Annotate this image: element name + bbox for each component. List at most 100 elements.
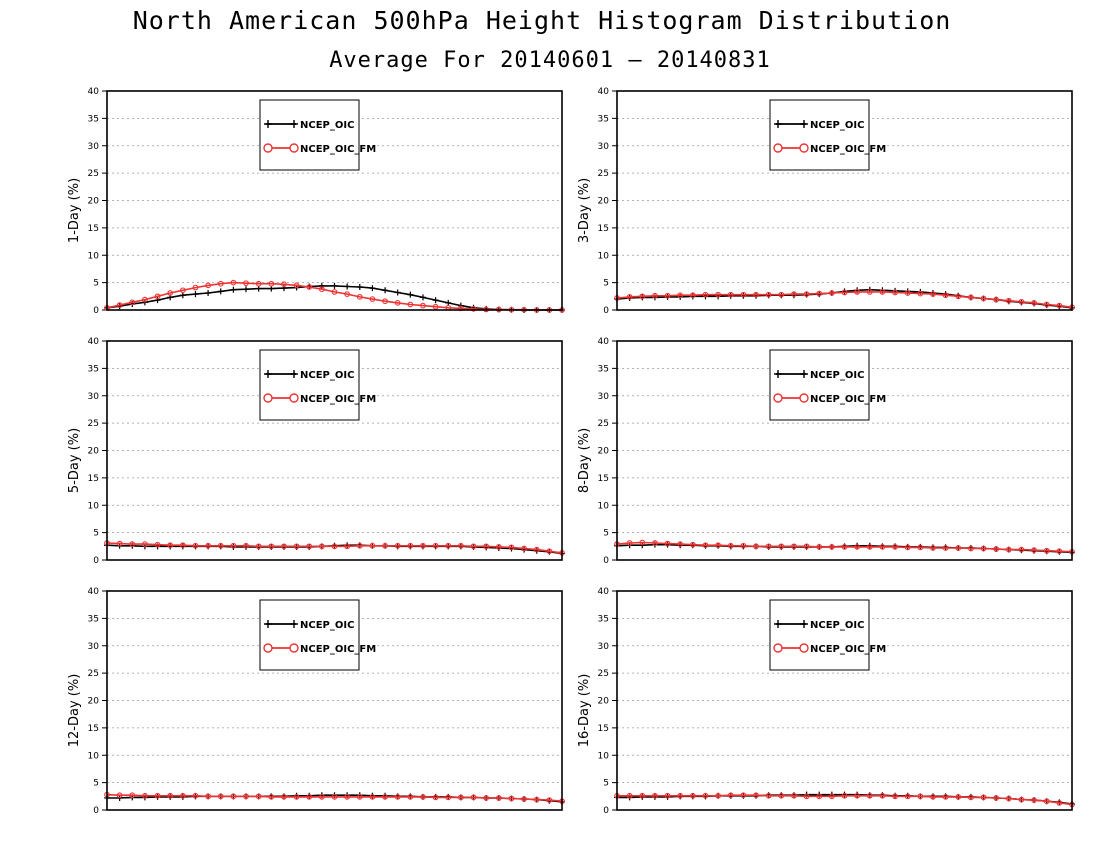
data-point-circle	[356, 794, 363, 800]
data-point-circle	[866, 289, 873, 295]
data-point-circle	[192, 284, 199, 291]
legend-label-ncep-oic: NCEP_OIC	[300, 120, 354, 131]
data-point-circle	[142, 296, 148, 303]
data-point-circle	[255, 543, 262, 550]
data-point-circle	[664, 792, 671, 799]
legend-marker-circle	[289, 643, 299, 653]
data-point-circle	[154, 541, 161, 548]
data-point-circle	[344, 543, 350, 550]
data-point-circle	[664, 540, 671, 547]
data-point-circle	[445, 542, 452, 549]
legend-label-ncep-oic: NCEP_OIC	[810, 620, 864, 631]
data-point-circle	[281, 543, 287, 550]
data-point-circle	[980, 295, 987, 302]
data-point-circle	[483, 543, 490, 550]
y-tick-label: 30	[88, 142, 100, 152]
legend-marker-plus	[290, 120, 298, 128]
y-axis-label: 12-Day (%)	[67, 674, 82, 748]
data-point-circle	[344, 291, 350, 297]
data-point-circle	[866, 792, 873, 799]
data-point-circle	[904, 793, 911, 800]
data-point-circle	[407, 301, 414, 308]
legend-marker-plus	[290, 620, 298, 628]
y-tick-label: 25	[598, 669, 609, 679]
data-point-circle	[217, 542, 224, 549]
data-point-circle	[470, 543, 477, 550]
legend-label-ncep-oic: NCEP_OIC	[810, 120, 864, 131]
data-point-plus	[419, 294, 426, 301]
y-tick-label: 5	[603, 279, 609, 289]
legend-marker-plus	[290, 370, 298, 378]
data-point-circle	[803, 543, 810, 550]
data-point-circle	[508, 795, 515, 802]
data-point-circle	[319, 543, 325, 550]
data-point-circle	[546, 797, 553, 803]
data-point-circle	[778, 543, 785, 550]
y-axis-label: 8-Day (%)	[577, 428, 592, 493]
y-tick-label: 40	[598, 337, 610, 347]
legend-marker-circle	[773, 643, 783, 653]
data-point-circle	[230, 279, 237, 286]
legend-marker-plus	[264, 370, 272, 378]
y-tick-label: 20	[88, 197, 100, 207]
data-point-circle	[407, 542, 414, 549]
series-line-ncep-oic-fm	[106, 542, 563, 554]
data-point-circle	[205, 282, 211, 289]
data-point-circle	[791, 543, 797, 550]
legend-label-ncep-oic: NCEP_OIC	[300, 370, 354, 381]
plot-frame	[106, 340, 563, 561]
legend-marker-circle	[799, 393, 809, 403]
data-point-circle	[904, 290, 911, 296]
data-point-circle	[942, 545, 949, 551]
data-point-circle	[955, 794, 962, 800]
legend-marker-plus	[774, 620, 782, 628]
legend: NCEP_OIC NCEP_OIC_FM	[259, 349, 376, 421]
data-point-circle	[483, 795, 490, 801]
data-point-plus	[331, 282, 338, 289]
data-point-circle	[1043, 798, 1050, 805]
data-point-circle	[382, 794, 388, 800]
data-point-circle	[533, 546, 540, 553]
data-point-circle	[533, 796, 540, 803]
y-tick-label: 25	[88, 169, 99, 179]
y-tick-label: 0	[603, 806, 609, 816]
data-point-circle	[727, 291, 734, 298]
data-point-circle	[382, 298, 388, 305]
data-point-circle	[281, 794, 287, 800]
data-point-circle	[791, 291, 797, 297]
legend-box	[259, 99, 360, 171]
data-point-circle	[129, 541, 136, 547]
data-point-circle	[306, 543, 313, 550]
data-point-circle	[942, 292, 949, 299]
data-point-circle	[652, 540, 658, 546]
data-point-circle	[116, 792, 123, 799]
y-tick-label: 15	[598, 724, 609, 734]
data-point-circle	[980, 794, 987, 801]
y-tick-label: 25	[88, 669, 99, 679]
data-point-circle	[968, 794, 974, 801]
data-point-circle	[205, 793, 211, 800]
data-point-circle	[917, 290, 924, 297]
y-tick-label: 35	[598, 614, 609, 624]
data-point-circle	[955, 545, 962, 551]
data-point-circle	[854, 792, 860, 799]
legend-marker-plus	[800, 120, 808, 128]
data-point-circle	[167, 290, 174, 296]
data-point-circle	[854, 544, 860, 550]
data-point-circle	[829, 290, 835, 296]
y-tick-label: 40	[88, 87, 100, 97]
data-point-circle	[626, 294, 633, 300]
data-point-circle	[420, 542, 426, 549]
data-point-circle	[167, 542, 174, 549]
legend: NCEP_OIC NCEP_OIC_FM	[769, 599, 886, 671]
data-point-circle	[217, 280, 224, 287]
data-point-circle	[715, 291, 721, 298]
data-point-circle	[306, 794, 313, 800]
plot-frame	[616, 90, 1073, 311]
data-point-circle	[879, 792, 886, 799]
y-tick-label: 15	[88, 474, 99, 484]
y-tick-label: 35	[88, 614, 99, 624]
